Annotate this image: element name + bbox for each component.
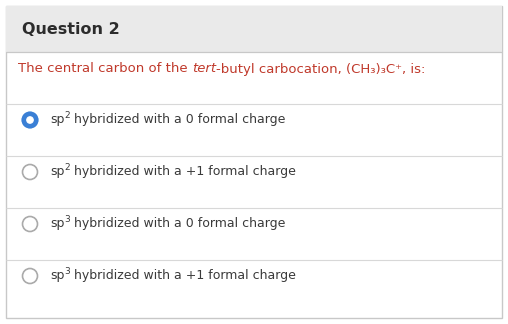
FancyBboxPatch shape [6, 6, 502, 318]
Text: hybridized with a 0 formal charge: hybridized with a 0 formal charge [70, 217, 285, 230]
Text: sp: sp [50, 217, 65, 230]
Text: -butyl carbocation, (CH₃)₃C⁺, is:: -butyl carbocation, (CH₃)₃C⁺, is: [216, 63, 425, 75]
Text: The central carbon of the: The central carbon of the [18, 63, 192, 75]
Text: hybridized with a +1 formal charge: hybridized with a +1 formal charge [70, 270, 296, 283]
Text: 3: 3 [65, 267, 70, 275]
Text: Question 2: Question 2 [22, 21, 120, 37]
Circle shape [22, 112, 38, 128]
Circle shape [27, 117, 33, 123]
Text: sp: sp [50, 166, 65, 179]
Text: hybridized with a +1 formal charge: hybridized with a +1 formal charge [70, 166, 296, 179]
Text: 2: 2 [65, 110, 70, 120]
FancyBboxPatch shape [6, 6, 502, 52]
Text: 2: 2 [65, 163, 70, 171]
Text: 3: 3 [65, 214, 70, 224]
Text: sp: sp [50, 270, 65, 283]
Text: hybridized with a 0 formal charge: hybridized with a 0 formal charge [70, 113, 285, 126]
Text: sp: sp [50, 113, 65, 126]
Text: tert: tert [192, 63, 216, 75]
